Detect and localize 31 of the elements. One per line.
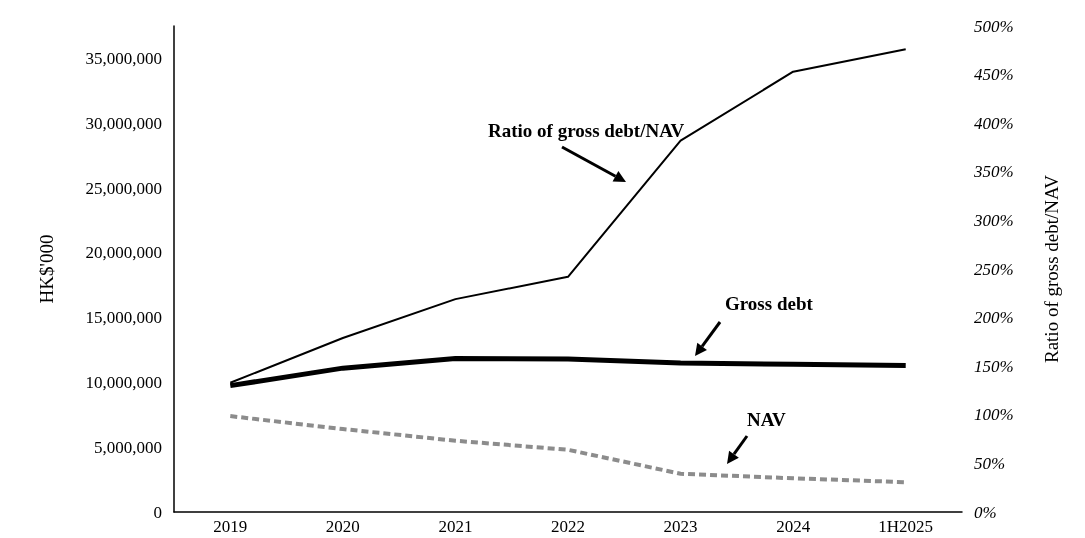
y-tick-label: 10,000,000 xyxy=(85,372,162,392)
y-tick-label: 20,000,000 xyxy=(85,243,162,263)
y-axis-title: HK$'000 xyxy=(36,234,57,304)
y2-tick-label: 300% xyxy=(973,210,1014,230)
y2-tick-label: 150% xyxy=(974,356,1014,376)
x-tick-label: 1H2025 xyxy=(878,517,934,536)
y2-tick-label: 0% xyxy=(974,502,997,522)
x-tick-label: 2022 xyxy=(551,517,585,536)
y2-tick-label: 400% xyxy=(974,113,1014,133)
y2-tick-label: 350% xyxy=(973,162,1014,182)
y2-tick-label: 100% xyxy=(974,405,1014,425)
y2-tick-label: 500% xyxy=(974,16,1014,36)
y2-tick-label: 200% xyxy=(974,308,1014,328)
text: NAV xyxy=(747,409,786,430)
text: Gross debt xyxy=(724,293,814,314)
y-tick-label: 25,000,000 xyxy=(85,178,162,198)
y-tick-label: 5,000,000 xyxy=(94,437,162,457)
y-tick-label: 15,000,000 xyxy=(85,308,162,328)
x-tick-label: 2019 xyxy=(213,517,248,536)
y2-tick-label: 450% xyxy=(974,65,1014,85)
x-tick-label: 2023 xyxy=(663,517,698,536)
y2-axis-title: Ratio of gross debt/NAV xyxy=(1041,174,1062,364)
x-tick-label: 2024 xyxy=(776,517,811,536)
series-label: Ratio of gross debt/NAV xyxy=(488,120,685,141)
y2-tick-label: 50% xyxy=(974,453,1006,473)
y-tick-label: 35,000,000 xyxy=(85,48,162,68)
y-tick-label: 0 xyxy=(153,502,162,522)
y-tick-label: 30,000,000 xyxy=(85,113,162,133)
x-tick-label: 2021 xyxy=(438,517,473,536)
y2-tick-label: 250% xyxy=(974,259,1014,279)
x-tick-label: 2020 xyxy=(325,517,360,536)
